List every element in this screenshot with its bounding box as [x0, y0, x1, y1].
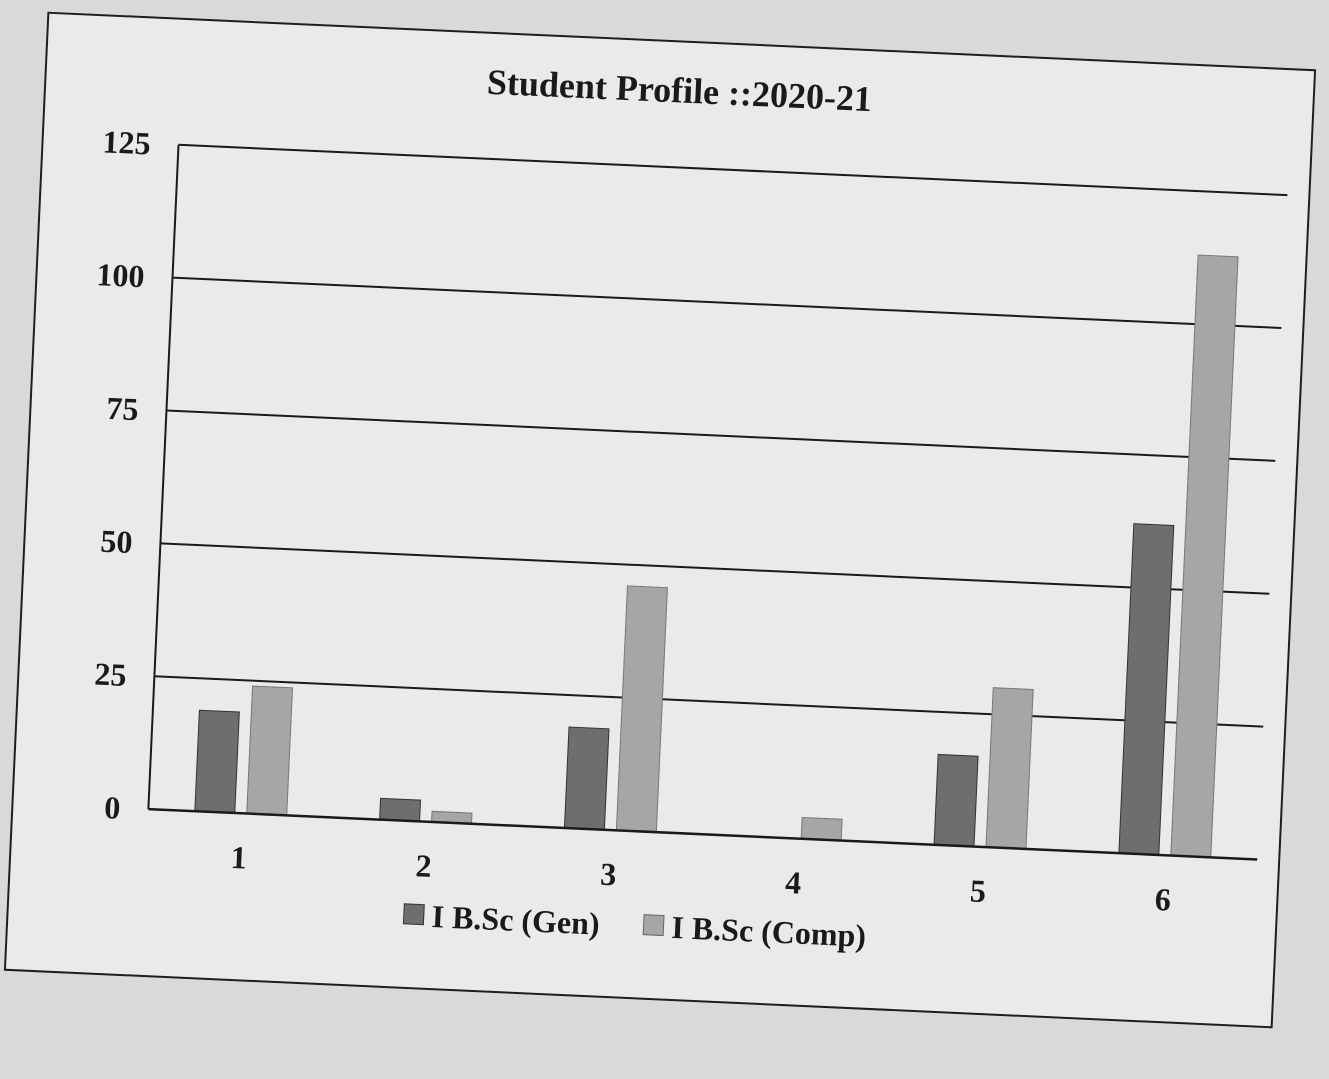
y-tick-label: 50	[100, 523, 134, 560]
legend-swatch-gen	[402, 903, 425, 926]
y-tick-label: 100	[96, 256, 146, 294]
bars	[194, 254, 1239, 858]
x-tick-label: 5	[969, 872, 987, 909]
bar-comp-4	[800, 816, 843, 842]
y-tick-label: 125	[102, 123, 152, 161]
y-tick-label: 0	[104, 789, 122, 826]
bar-gen-6	[1118, 523, 1175, 856]
gridline	[166, 409, 1276, 462]
y-axis-ticks: 0 25 50 75 100 125	[94, 123, 152, 826]
gridline	[154, 675, 1264, 728]
chart-title: Student Profile ::2020-21	[486, 62, 873, 119]
bar-gen-3	[563, 726, 610, 831]
chart-svg: Student Profile ::2020-21 0255075100125 …	[94, 62, 1288, 954]
x-axis-ticks: 1 2 3 4 5 6	[230, 839, 1172, 918]
y-tick-label: 75	[106, 390, 140, 427]
gridlines	[154, 143, 1288, 728]
legend-label-gen: I B.Sc (Gen)	[431, 898, 600, 942]
axes	[147, 144, 1258, 861]
y-tick-label: 25	[94, 656, 128, 693]
gridline	[160, 542, 1270, 595]
legend-swatch-comp	[642, 914, 665, 937]
bar-comp-3	[615, 585, 668, 833]
legend-label-comp: I B.Sc (Comp)	[671, 909, 867, 954]
x-tick-label: 2	[415, 847, 433, 884]
x-axis-line	[148, 807, 1258, 861]
x-tick-label: 6	[1154, 881, 1172, 918]
x-tick-label: 1	[230, 839, 248, 876]
y-axis-line	[147, 144, 180, 810]
gridline	[178, 143, 1288, 197]
bar-gen-2	[379, 797, 422, 822]
chart-frame: Student Profile ::2020-21 0 25 50 75 100 125 …	[3, 11, 1317, 1029]
gridline	[172, 276, 1282, 329]
bar-gen-1	[194, 709, 240, 814]
bar-comp-5	[985, 687, 1034, 850]
legend: I B.Sc (Gen) I B.Sc (Comp)	[402, 898, 867, 954]
bar-comp-6	[1170, 254, 1239, 858]
x-tick-label: 3	[600, 856, 618, 893]
x-tick-label: 4	[784, 864, 802, 901]
bar-gen-5	[933, 753, 979, 848]
bar-comp-1	[246, 685, 294, 816]
